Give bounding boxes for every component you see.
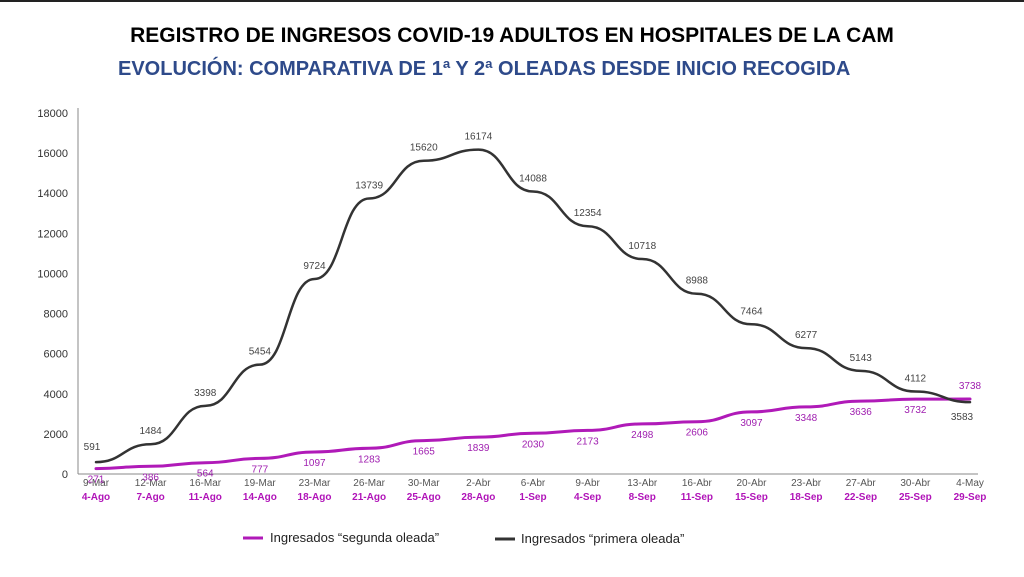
x-tick-label-segunda: 28-Ago bbox=[461, 492, 495, 503]
x-tick-label-segunda: 18-Sep bbox=[790, 492, 823, 503]
series-lines bbox=[94, 148, 972, 471]
x-tick-label-primera: 9-Mar bbox=[83, 478, 110, 489]
y-axis-ticks: 0 2000 4000 6000 8000 10000 12000 14000 16000 180… bbox=[37, 108, 68, 481]
x-tick-label-segunda: 14-Ago bbox=[243, 492, 277, 503]
data-label-primera: 12354 bbox=[574, 208, 602, 219]
data-label-segunda: 3097 bbox=[740, 418, 763, 429]
x-tick-label-segunda: 25-Sep bbox=[899, 492, 932, 503]
data-label-primera: 591 bbox=[84, 442, 101, 453]
data-label-primera: 3398 bbox=[194, 388, 217, 399]
x-tick-label-segunda: 4-Sep bbox=[574, 492, 601, 503]
y-tick-label: 10000 bbox=[37, 268, 68, 280]
y-tick-label: 18000 bbox=[37, 108, 68, 120]
data-label-primera: 7464 bbox=[740, 306, 763, 317]
x-tick-label-primera: 26-Mar bbox=[353, 478, 385, 489]
data-label-segunda: 3348 bbox=[795, 413, 818, 424]
data-label-segunda: 777 bbox=[252, 464, 269, 475]
x-tick-label-primera: 16-Abr bbox=[682, 478, 713, 489]
data-label-segunda: 3636 bbox=[850, 407, 873, 418]
data-label-primera: 9724 bbox=[303, 261, 326, 272]
data-label-segunda: 1283 bbox=[358, 454, 381, 465]
data-label-segunda: 2173 bbox=[577, 436, 600, 447]
data-labels: 271 386 564 777 1097 1283 1665 1839 2030 2173 2498… bbox=[84, 132, 982, 486]
series-line-primera bbox=[94, 148, 972, 464]
chart-title: REGISTRO DE INGRESOS COVID-19 ADULTOS EN… bbox=[130, 24, 894, 47]
x-tick-label-segunda: 11-Ago bbox=[189, 492, 222, 503]
x-tick-label-primera: 13-Abr bbox=[627, 478, 658, 489]
top-border-line bbox=[0, 0, 1024, 2]
data-label-segunda: 2606 bbox=[686, 428, 709, 439]
y-tick-label: 8000 bbox=[44, 309, 68, 321]
data-label-primera: 4112 bbox=[905, 374, 927, 385]
data-label-segunda: 386 bbox=[142, 472, 159, 483]
x-tick-label-primera: 23-Mar bbox=[299, 478, 331, 489]
y-tick-label: 6000 bbox=[44, 349, 68, 361]
chart-subtitle: EVOLUCIÓN: COMPARATIVA DE 1ª Y 2ª OLEADA… bbox=[118, 58, 851, 80]
data-label-segunda: 271 bbox=[88, 475, 105, 486]
y-tick-label: 14000 bbox=[37, 188, 68, 200]
x-tick-label-segunda: 25-Ago bbox=[407, 492, 441, 503]
data-label-primera: 5143 bbox=[850, 353, 873, 364]
x-tick-label-primera: 12-Mar bbox=[135, 478, 167, 489]
x-tick-label-segunda: 22-Sep bbox=[844, 492, 877, 503]
x-tick-label-primera: 6-Abr bbox=[521, 478, 546, 489]
series-line-segunda bbox=[94, 397, 972, 471]
data-label-primera: 14088 bbox=[519, 173, 547, 184]
x-tick-label-primera: 2-Abr bbox=[466, 478, 491, 489]
legend: Ingresados “segunda oleada” Ingresados “p… bbox=[243, 530, 684, 546]
data-label-primera: 8988 bbox=[686, 276, 709, 287]
data-label-primera: 3583 bbox=[951, 412, 974, 423]
x-tick-label-segunda: 15-Sep bbox=[735, 492, 768, 503]
data-label-segunda: 1097 bbox=[303, 458, 326, 469]
x-tick-label-segunda: 18-Ago bbox=[298, 492, 332, 503]
x-tick-label-primera: 23-Abr bbox=[791, 478, 822, 489]
x-axis-ticks: 9-Mar 4-Ago 12-Mar 7-Ago 16-Mar 11-Ago 19-Mar 1… bbox=[82, 478, 987, 503]
data-label-primera: 16174 bbox=[464, 132, 492, 143]
legend-label-segunda: Ingresados “segunda oleada” bbox=[270, 530, 439, 545]
data-label-primera: 6277 bbox=[795, 330, 818, 341]
x-tick-label-segunda: 4-Ago bbox=[82, 492, 110, 503]
x-tick-label-segunda: 8-Sep bbox=[629, 492, 656, 503]
x-tick-label-segunda: 29-Sep bbox=[954, 492, 987, 503]
legend-label-primera: Ingresados “primera oleada” bbox=[521, 531, 684, 546]
y-tick-label: 0 bbox=[62, 469, 68, 481]
x-tick-label-primera: 4-May bbox=[956, 478, 984, 489]
x-tick-label-primera: 20-Abr bbox=[736, 478, 767, 489]
x-tick-label-segunda: 1-Sep bbox=[519, 492, 546, 503]
data-label-segunda: 3732 bbox=[904, 405, 927, 416]
x-tick-label-segunda: 11-Sep bbox=[681, 492, 713, 503]
axes bbox=[77, 108, 978, 475]
data-label-primera: 15620 bbox=[410, 143, 438, 154]
x-tick-label-primera: 19-Mar bbox=[244, 478, 276, 489]
x-tick-label-primera: 9-Abr bbox=[575, 478, 600, 489]
data-label-primera: 1484 bbox=[140, 426, 163, 437]
x-tick-label-primera: 16-Mar bbox=[189, 478, 221, 489]
x-tick-label-primera: 27-Abr bbox=[846, 478, 877, 489]
data-label-segunda: 1665 bbox=[413, 447, 436, 458]
x-tick-label-primera: 30-Abr bbox=[900, 478, 931, 489]
x-tick-label-segunda: 21-Ago bbox=[352, 492, 386, 503]
data-label-segunda: 2498 bbox=[631, 430, 654, 441]
data-label-segunda: 1839 bbox=[467, 443, 490, 454]
data-label-segunda: 3738 bbox=[959, 381, 982, 392]
x-tick-label-segunda: 7-Ago bbox=[136, 492, 164, 503]
y-tick-label: 4000 bbox=[44, 389, 68, 401]
data-label-primera: 13739 bbox=[355, 180, 383, 191]
data-label-segunda: 564 bbox=[197, 469, 214, 480]
x-tick-label-primera: 30-Mar bbox=[408, 478, 440, 489]
y-tick-label: 16000 bbox=[37, 148, 68, 160]
y-tick-label: 12000 bbox=[37, 228, 68, 240]
y-tick-label: 2000 bbox=[44, 429, 68, 441]
data-label-primera: 5454 bbox=[249, 347, 272, 358]
data-label-segunda: 2030 bbox=[522, 439, 545, 450]
data-label-primera: 10718 bbox=[628, 241, 656, 252]
